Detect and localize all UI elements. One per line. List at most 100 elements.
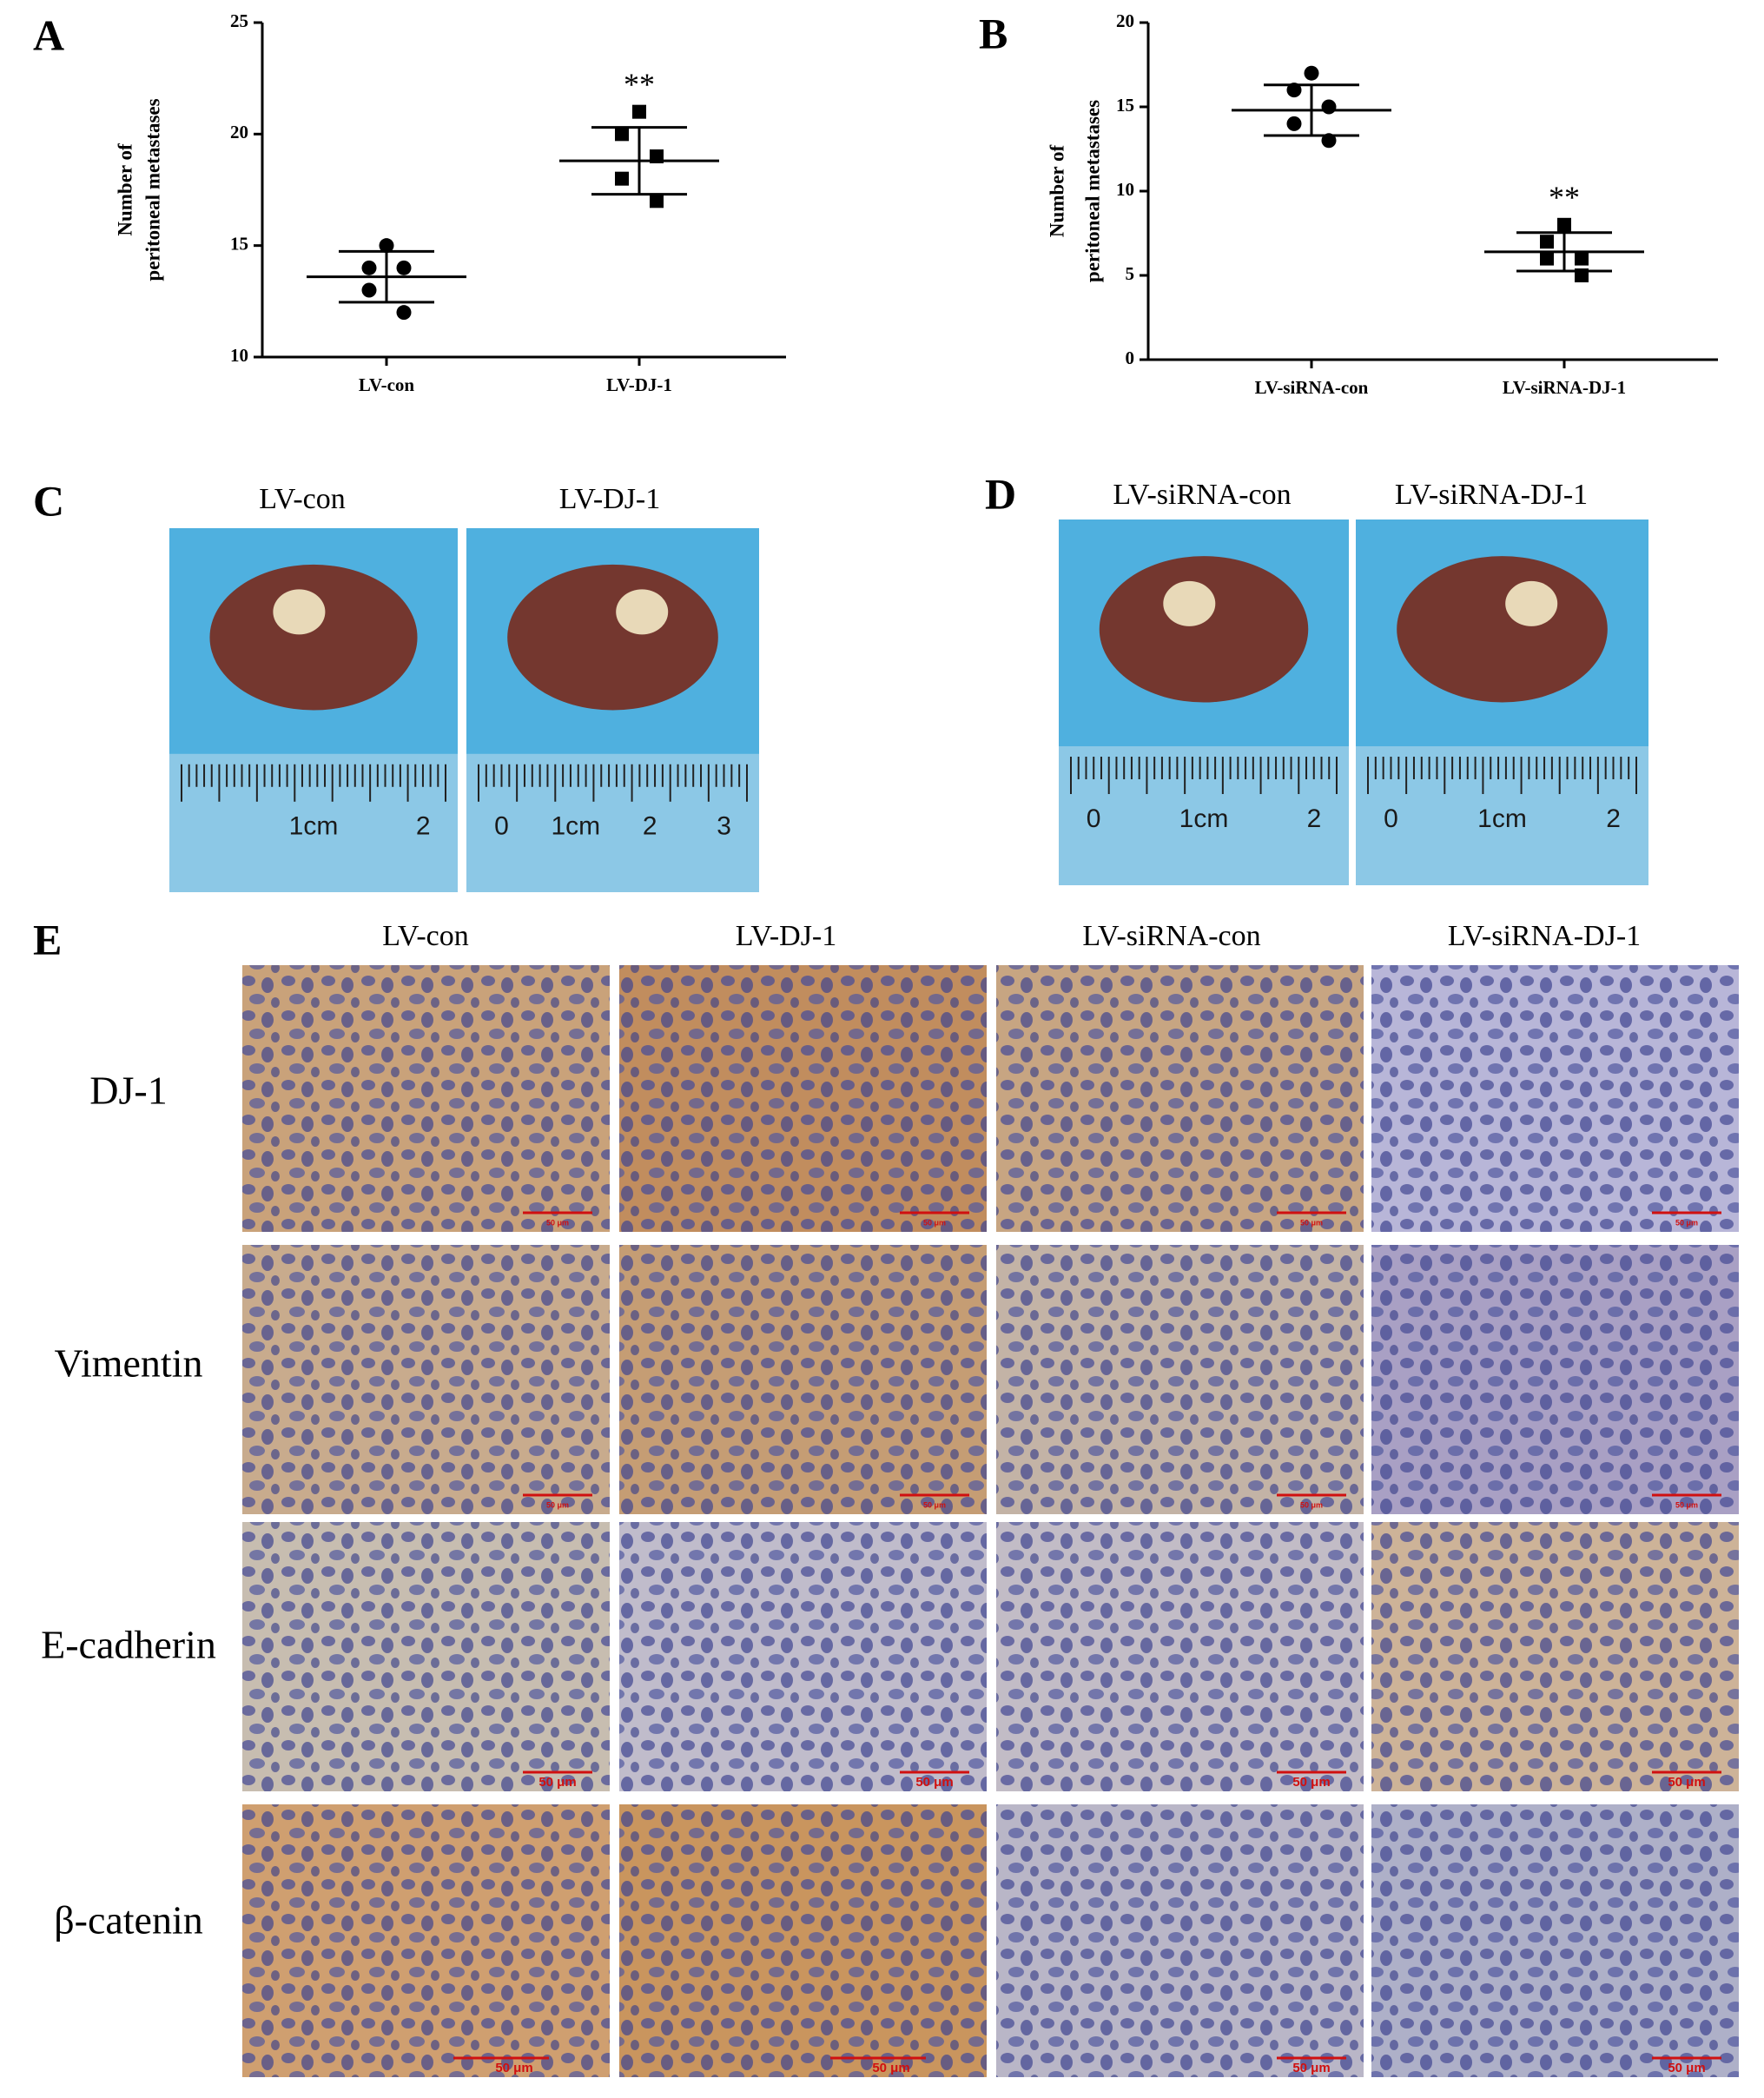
data-point — [396, 260, 412, 275]
ihc-nuclei — [242, 1522, 610, 1791]
tumor — [1505, 580, 1558, 626]
scale-bar-label: 50 μm — [1292, 1775, 1330, 1790]
ruler — [1059, 746, 1349, 885]
data-point — [1321, 133, 1337, 149]
liver — [1099, 556, 1309, 703]
y-tick-label: 15 — [230, 233, 248, 254]
y-axis-label: peritoneal metastases — [142, 98, 163, 281]
ihc-nuclei — [996, 965, 1364, 1232]
ruler-label: 1cm — [289, 812, 339, 841]
ihc-nuclei — [619, 1522, 987, 1791]
y-tick-label: 10 — [1116, 179, 1134, 200]
data-point — [361, 282, 377, 298]
scale-bar-label: 50 μm — [1675, 1500, 1698, 1509]
tumor — [616, 589, 669, 635]
scale-bar-label: 50 μm — [1300, 1500, 1323, 1509]
panel-letter: E — [33, 915, 62, 963]
ruler-label: 2 — [1606, 804, 1621, 833]
ruler-label: 2 — [643, 812, 657, 841]
data-point — [1321, 99, 1337, 115]
y-tick-label: 5 — [1126, 263, 1135, 284]
row-label: DJ-1 — [89, 1069, 167, 1113]
data-point — [379, 238, 394, 254]
ruler-label: 0 — [1087, 804, 1101, 833]
ruler — [1356, 746, 1648, 885]
data-point — [1286, 83, 1302, 98]
data-point — [396, 305, 412, 321]
ruler-label: 1cm — [1477, 804, 1527, 833]
scale-bar-label: 50 μm — [1668, 2061, 1705, 2075]
data-point — [1540, 235, 1554, 249]
photo-caption: LV-siRNA-con — [1113, 479, 1291, 511]
y-tick-label: 25 — [230, 10, 248, 31]
data-point — [632, 104, 646, 119]
row-label: β-catenin — [54, 1898, 203, 1942]
panel-letter: A — [33, 10, 64, 59]
significance: ** — [1549, 180, 1580, 215]
data-point — [615, 127, 629, 142]
row-label: Vimentin — [55, 1341, 203, 1386]
y-axis-label: Number of — [114, 143, 135, 236]
y-tick-label: 0 — [1126, 347, 1135, 368]
scale-bar-label: 50 μm — [538, 1775, 576, 1790]
scale-bar-label: 50 μm — [915, 1775, 953, 1790]
data-point — [361, 260, 377, 275]
scale-bar-label: 50 μm — [495, 2061, 532, 2075]
data-point — [1304, 65, 1319, 81]
photo-caption: LV-siRNA-DJ-1 — [1395, 479, 1588, 511]
ruler-label: 0 — [1384, 804, 1398, 833]
ihc-nuclei — [619, 1804, 987, 2077]
scale-bar-label: 50 μm — [1675, 1218, 1698, 1227]
panel-letter: D — [985, 469, 1016, 518]
ruler-label: 1cm — [1179, 804, 1229, 833]
panel-letter: B — [979, 9, 1008, 57]
x-tick-label: LV-con — [359, 374, 415, 395]
ihc-nuclei — [1371, 1804, 1739, 2077]
data-point — [1575, 251, 1589, 266]
y-axis-label: Number of — [1046, 145, 1067, 238]
significance: ** — [624, 67, 655, 102]
ihc-nuclei — [619, 1245, 987, 1514]
tumor — [273, 589, 326, 635]
column-header: LV-DJ-1 — [736, 920, 837, 952]
ruler — [169, 753, 458, 892]
scale-bar-label: 50 μm — [546, 1500, 569, 1509]
row-label: E-cadherin — [41, 1623, 216, 1667]
x-tick-label: LV-siRNA-DJ-1 — [1503, 377, 1626, 398]
data-point — [1557, 217, 1571, 232]
column-header: LV-siRNA-DJ-1 — [1448, 920, 1641, 952]
panel-letter: C — [33, 476, 64, 525]
scale-bar-label: 50 μm — [872, 2061, 909, 2075]
ihc-nuclei — [1371, 1522, 1739, 1791]
ruler — [466, 753, 759, 892]
x-tick-label: LV-DJ-1 — [606, 374, 672, 395]
ihc-nuclei — [619, 965, 987, 1232]
scale-bar-label: 50 μm — [923, 1500, 946, 1509]
x-tick-label: LV-siRNA-con — [1255, 377, 1369, 398]
scale-bar-label: 50 μm — [546, 1218, 569, 1227]
scale-bar-label: 50 μm — [1292, 2061, 1330, 2075]
ruler-label: 0 — [494, 812, 509, 841]
data-point — [650, 194, 664, 208]
data-point — [615, 171, 629, 186]
tumor — [1163, 580, 1216, 626]
ruler-label: 1cm — [551, 812, 600, 841]
scale-bar-label: 50 μm — [1668, 1775, 1705, 1790]
ihc-nuclei — [242, 1804, 610, 2077]
liver — [1397, 556, 1608, 703]
photo-caption: LV-DJ-1 — [559, 483, 661, 515]
ihc-nuclei — [1371, 1245, 1739, 1514]
photo-caption: LV-con — [259, 483, 346, 515]
ruler-label: 2 — [416, 812, 431, 841]
y-tick-label: 15 — [1116, 95, 1134, 116]
ihc-nuclei — [242, 965, 610, 1232]
data-point — [1286, 116, 1302, 131]
scale-bar-label: 50 μm — [923, 1218, 946, 1227]
ihc-nuclei — [242, 1245, 610, 1514]
scale-bar-label: 50 μm — [1300, 1218, 1323, 1227]
column-header: LV-siRNA-con — [1082, 920, 1260, 952]
y-axis-label: peritoneal metastases — [1081, 100, 1103, 282]
data-point — [1540, 251, 1554, 266]
